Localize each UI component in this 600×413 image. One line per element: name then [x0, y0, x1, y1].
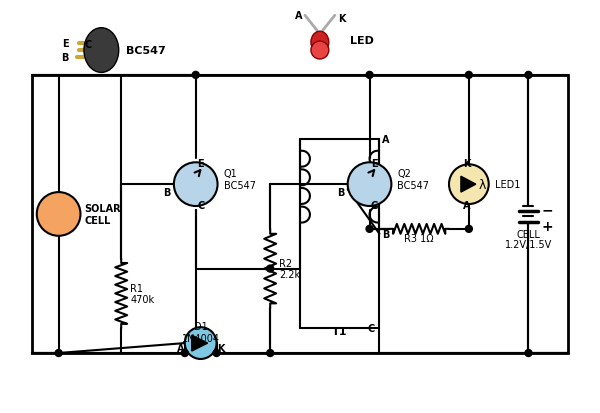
Text: C: C — [367, 323, 374, 333]
Text: SOLAR
CELL: SOLAR CELL — [85, 204, 121, 225]
Circle shape — [366, 226, 373, 233]
Text: R3 1Ω: R3 1Ω — [404, 233, 434, 243]
Text: LED: LED — [350, 36, 374, 46]
Text: C: C — [85, 40, 92, 50]
Text: B: B — [163, 188, 171, 197]
Circle shape — [525, 72, 532, 79]
Bar — [32, 76, 568, 353]
Circle shape — [466, 72, 472, 79]
Circle shape — [185, 328, 217, 359]
Circle shape — [267, 350, 274, 356]
Text: E: E — [197, 159, 204, 169]
Circle shape — [192, 72, 199, 79]
Text: Q1
BC547: Q1 BC547 — [224, 169, 256, 190]
Text: Q2
BC547: Q2 BC547 — [397, 169, 430, 190]
Text: R1
470k: R1 470k — [130, 283, 154, 304]
Text: +: + — [541, 219, 553, 233]
Polygon shape — [192, 335, 208, 351]
Circle shape — [213, 350, 220, 356]
Text: B: B — [337, 188, 344, 197]
Circle shape — [525, 350, 532, 356]
Circle shape — [267, 266, 274, 273]
Circle shape — [37, 192, 80, 236]
Text: C: C — [371, 200, 378, 211]
Circle shape — [174, 163, 218, 206]
Text: K: K — [338, 14, 345, 24]
Text: λ: λ — [479, 178, 486, 191]
Text: BC547: BC547 — [126, 46, 166, 56]
Text: A: A — [295, 11, 302, 21]
Text: R2
2.2k: R2 2.2k — [279, 258, 300, 280]
Text: B: B — [382, 229, 390, 239]
Circle shape — [366, 72, 373, 79]
Text: C: C — [197, 200, 204, 211]
Text: E: E — [371, 159, 378, 169]
Circle shape — [181, 350, 188, 356]
Text: K: K — [463, 159, 470, 169]
Circle shape — [449, 165, 489, 204]
Ellipse shape — [84, 28, 119, 73]
Text: LED1: LED1 — [494, 180, 520, 190]
Text: B: B — [61, 53, 68, 63]
Text: K: K — [218, 343, 225, 353]
Text: A: A — [177, 343, 185, 353]
Text: T1: T1 — [332, 326, 347, 336]
Bar — [300, 140, 379, 328]
Text: A: A — [382, 135, 390, 145]
Text: E: E — [62, 39, 68, 49]
Text: −: − — [541, 202, 553, 216]
Text: D1
1N4004: D1 1N4004 — [182, 321, 220, 343]
Polygon shape — [461, 177, 476, 192]
Ellipse shape — [311, 32, 329, 54]
Circle shape — [311, 42, 329, 60]
Text: A: A — [463, 200, 470, 211]
Text: CELL: CELL — [517, 229, 541, 239]
Circle shape — [466, 226, 472, 233]
Circle shape — [55, 350, 62, 356]
Text: 1.2V/1.5V: 1.2V/1.5V — [505, 239, 552, 249]
Circle shape — [347, 163, 391, 206]
